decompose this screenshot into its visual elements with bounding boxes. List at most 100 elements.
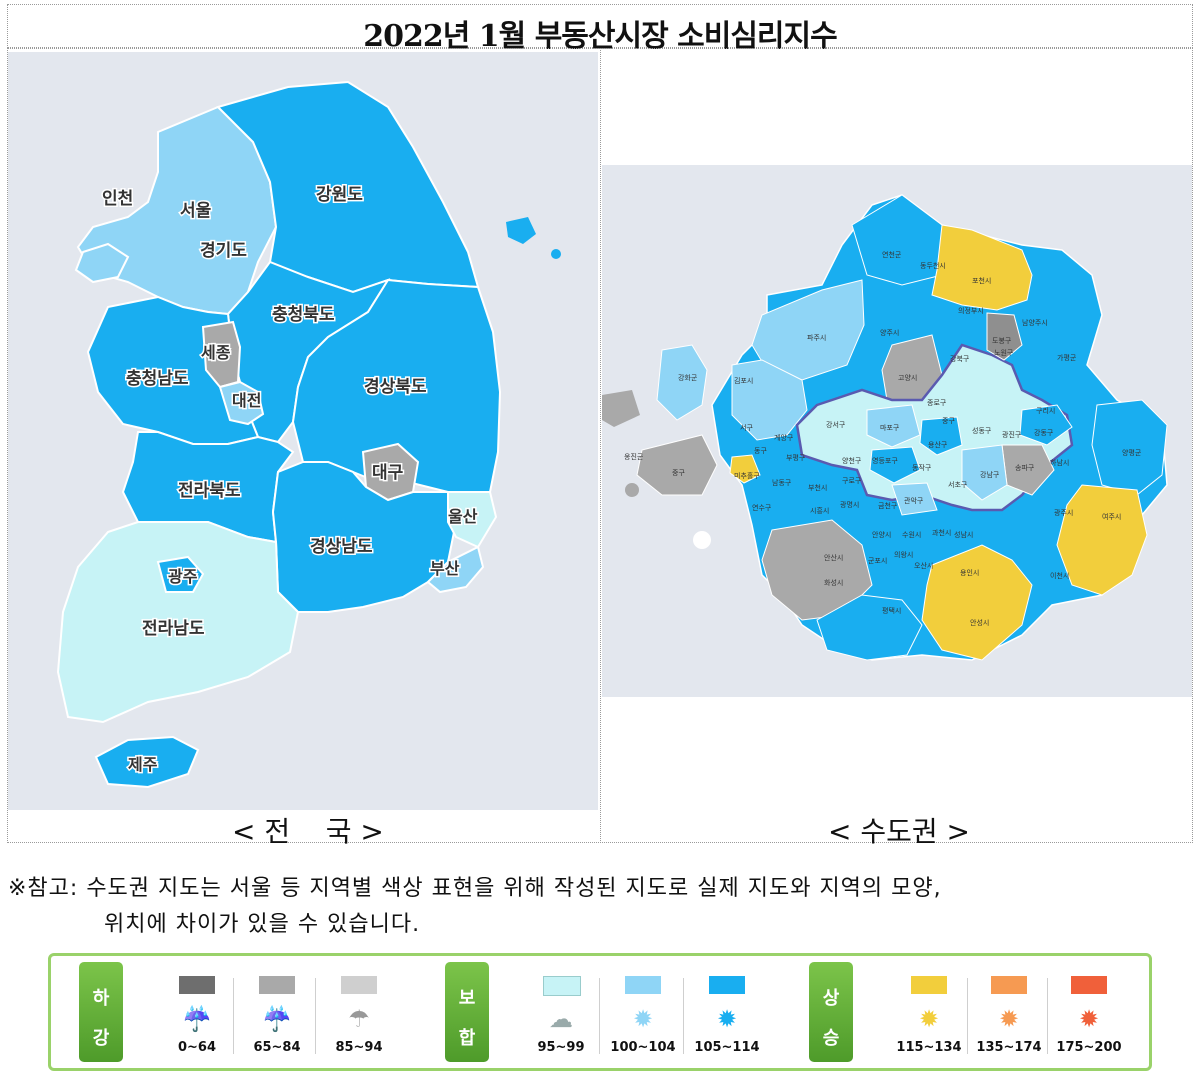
region-label: 경상남도 <box>310 537 373 557</box>
legend-range: 175~200 <box>1056 1040 1122 1055</box>
legend-group-label: 강 <box>92 1028 110 1049</box>
legend-separator <box>599 978 600 1054</box>
legend-swatch <box>179 976 215 994</box>
legend-range: 135~174 <box>976 1040 1042 1055</box>
note-line-1: ※참고: 수도권 지도는 서울 등 지역별 색상 표현을 위해 작성된 지도로 … <box>8 876 942 901</box>
nation-map-panel: 인천 서울 경기도 강원도 충청북도 세종 충청남도 대전 경상북도 대구 전라… <box>8 52 598 810</box>
district-label: 의왕시 <box>894 550 913 559</box>
district-label: 여주시 <box>1102 512 1121 521</box>
legend-range: 85~94 <box>335 1040 383 1055</box>
district-label: 관악구 <box>904 496 924 505</box>
legend-swatch <box>709 976 745 994</box>
legend-group-label: 합 <box>458 1028 476 1049</box>
district-label: 옹진군 <box>624 452 644 461</box>
region-label: 인천 <box>102 189 133 209</box>
capital-gangnam <box>961 444 1008 501</box>
district-label: 중구 <box>942 417 955 425</box>
district-label: 가평군 <box>1057 353 1077 362</box>
legend-item: ✹ 100~104 <box>603 976 683 1056</box>
capital-gwanak <box>891 482 938 516</box>
legend-item: ✹ 175~200 <box>1049 976 1129 1056</box>
district-label: 송파구 <box>1015 463 1035 472</box>
district-label: 포천시 <box>972 276 991 285</box>
region-label: 세종 <box>201 343 231 362</box>
region-incheon <box>74 242 130 284</box>
district-label: 강화군 <box>678 373 698 382</box>
heavy-rain-cloud-icon: ☔ <box>182 1005 212 1033</box>
capital-gimpo <box>731 359 808 441</box>
capital-island <box>625 483 639 497</box>
district-label: 광진구 <box>1002 430 1022 439</box>
legend-item: ✹ 105~114 <box>687 976 767 1056</box>
legend: 하 강 보 합 상 승 ☔ 0~64 ☔ 65~84 ☂ 85~94 ☁ 95~… <box>48 953 1152 1071</box>
district-label: 강남구 <box>980 470 1000 479</box>
district-label: 하남시 <box>1050 458 1069 467</box>
note-line-2: 위치에 차이가 있을 수 있습니다. <box>104 912 421 937</box>
capital-caption: < 수도권 > <box>828 815 971 848</box>
capital-incheon-jung <box>636 434 718 496</box>
district-label: 광주시 <box>1054 509 1073 517</box>
region-busan <box>426 545 485 594</box>
legend-item: ☁ 95~99 <box>521 976 601 1056</box>
legend-swatch <box>1071 976 1107 994</box>
district-label: 부천시 <box>808 483 827 492</box>
district-label: 과천시 <box>932 528 951 537</box>
legend-swatch <box>543 976 581 996</box>
district-label: 동작구 <box>912 463 932 472</box>
legend-separator <box>683 978 684 1054</box>
district-label: 수원시 <box>902 530 921 539</box>
district-label: 연수구 <box>752 504 772 512</box>
legend-separator <box>233 978 234 1054</box>
capital-island <box>693 531 711 549</box>
district-label: 종로구 <box>927 399 947 407</box>
capital-ongjin <box>602 390 640 427</box>
district-label: 미추홀구 <box>734 471 760 480</box>
district-label: 마포구 <box>880 423 900 432</box>
legend-swatch <box>911 976 947 994</box>
district-label: 강동구 <box>1034 428 1054 437</box>
district-label: 강서구 <box>826 420 846 429</box>
region-label: 충청북도 <box>272 304 335 325</box>
district-label: 양천구 <box>842 456 862 465</box>
legend-group-label: 보 <box>458 988 476 1009</box>
region-label: 전라남도 <box>142 619 205 639</box>
legend-item: ✹ 115~134 <box>889 976 969 1056</box>
legend-item: ☔ 65~84 <box>237 976 317 1056</box>
district-label: 금천구 <box>878 501 898 510</box>
legend-item: ☔ 0~64 <box>157 976 237 1056</box>
region-label: 울산 <box>448 507 478 526</box>
capital-anseong <box>921 544 1033 661</box>
district-label: 연천군 <box>882 250 902 259</box>
capital-yeongdeungpo <box>869 446 921 484</box>
island-dokdo <box>551 249 561 259</box>
district-label: 김포시 <box>734 377 753 385</box>
light-rain-cloud-icon: ☂ <box>348 1005 370 1033</box>
legend-swatch <box>259 976 295 994</box>
nation-map: 인천 서울 경기도 강원도 충청북도 세종 충청남도 대전 경상북도 대구 전라… <box>56 80 561 789</box>
capital-paju <box>751 279 865 381</box>
district-label: 안성시 <box>970 618 989 627</box>
legend-group-hold: 보 합 <box>445 962 489 1062</box>
district-label: 의정부시 <box>958 306 984 315</box>
capital-michuhol <box>729 454 761 484</box>
district-label: 고양시 <box>898 374 917 382</box>
legend-group-label: 승 <box>822 1028 840 1049</box>
capital-map: 연천군 동두천시 포천시 남양주시 가평군 양주시 파주시 의정부시 도봉구 노… <box>602 194 1168 661</box>
district-label: 계양구 <box>774 433 794 442</box>
orange-sun-icon: ✹ <box>998 1005 1020 1033</box>
district-label: 동두천시 <box>920 261 946 270</box>
region-label: 대전 <box>232 391 261 410</box>
capital-map-panel: 연천군 동두천시 포천시 남양주시 가평군 양주시 파주시 의정부시 도봉구 노… <box>602 165 1192 697</box>
yellow-sun-icon: ✹ <box>918 1005 940 1033</box>
region-label: 경기도 <box>200 241 247 261</box>
capital-yeoncheon <box>851 194 943 286</box>
region-label: 충청남도 <box>126 368 189 389</box>
district-label: 용인시 <box>960 568 979 577</box>
legend-range: 105~114 <box>694 1040 760 1055</box>
legend-range: 100~104 <box>610 1040 676 1055</box>
district-label: 성남시 <box>954 530 973 539</box>
panel-divider <box>600 48 601 843</box>
district-label: 구로구 <box>842 477 862 485</box>
nation-caption: < 전 국 > <box>232 815 384 848</box>
region-daejeon <box>218 380 265 426</box>
